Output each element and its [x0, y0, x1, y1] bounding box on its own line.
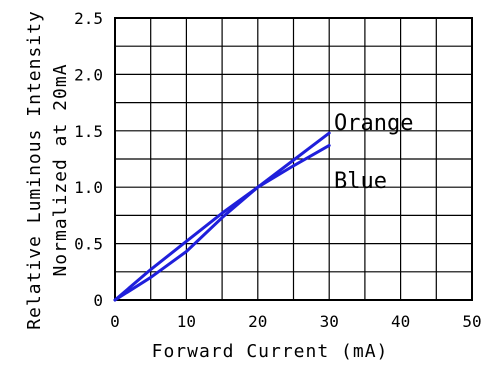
y-axis-label-line1: Relative Luminous Intensity: [24, 10, 45, 330]
y-tick-label: 2.0: [74, 65, 103, 84]
x-axis-label: Forward Current (mA): [152, 341, 389, 362]
y-tick-label: 0: [93, 291, 103, 310]
y-axis-label-line2: Normalized at 20mA: [50, 63, 71, 276]
series-label-blue: Blue: [334, 169, 387, 194]
x-tick-label: 50: [462, 312, 481, 331]
series-line-orange: [113, 131, 331, 302]
y-tick-label: 1.5: [74, 122, 103, 141]
x-tick-label: 0: [110, 312, 120, 331]
y-tick-label: 2.5: [74, 9, 103, 28]
x-tick-label: 20: [248, 312, 267, 331]
x-tick-label: 40: [391, 312, 410, 331]
y-tick-label: 1.0: [74, 178, 103, 197]
x-tick-label: 10: [177, 312, 196, 331]
x-tick-labels: 0 10 20 30 40 50: [110, 312, 481, 331]
y-tick-labels: 0 0.5 1.0 1.5 2.0 2.5: [74, 9, 103, 310]
series-lines: [113, 131, 331, 302]
series-label-orange: Orange: [334, 111, 413, 136]
x-tick-label: 30: [320, 312, 339, 331]
plot-frame: [114, 17, 473, 301]
series-line-blue: [113, 143, 331, 302]
y-tick-label: 0.5: [74, 235, 103, 254]
